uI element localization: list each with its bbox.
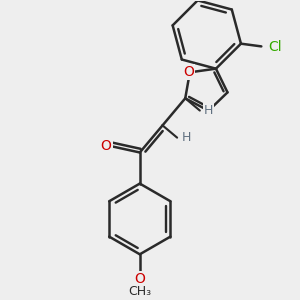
Text: CH₃: CH₃ [128, 285, 152, 298]
Text: H: H [204, 104, 213, 117]
Text: H: H [181, 131, 190, 144]
Text: O: O [134, 272, 145, 286]
Text: Cl: Cl [268, 40, 282, 54]
Text: O: O [100, 139, 112, 153]
Text: O: O [183, 65, 194, 79]
